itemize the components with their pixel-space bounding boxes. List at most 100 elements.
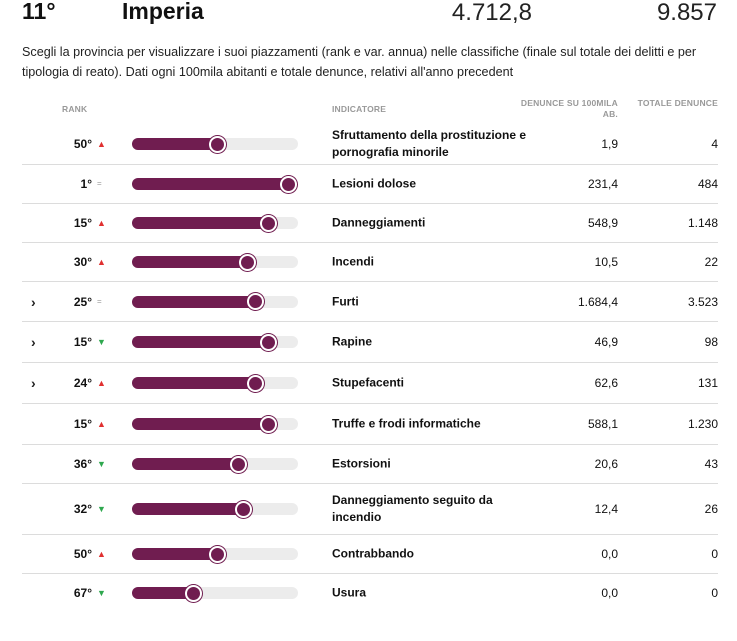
- totale-denunce: 98: [704, 335, 718, 349]
- rank-bar-fill: [132, 138, 217, 150]
- totale-denunce: 22: [704, 255, 718, 269]
- rank-bar: [132, 584, 298, 602]
- row-rank: 25°: [73, 294, 92, 309]
- rank-bar-marker: [260, 214, 278, 232]
- rank-bar-marker: [280, 175, 298, 193]
- row-rank: 50°: [73, 137, 92, 151]
- total-denunce: 9.857: [656, 0, 717, 26]
- table-row: 50° ▲ Contrabbando 0,0 0: [22, 535, 718, 574]
- chevron-right-icon[interactable]: ›: [31, 293, 36, 310]
- rank-bar-fill: [132, 587, 194, 599]
- rank-bar-fill: [132, 503, 244, 515]
- totale-denunce: 1.148: [687, 216, 718, 230]
- arrow-up-icon: ▲: [97, 549, 106, 559]
- row-rank: 50°: [73, 547, 92, 561]
- rank-bar-marker: [208, 135, 226, 153]
- intro-text: Scegli la provincia per visualizzare i s…: [22, 45, 697, 79]
- denunce-per-100k: 588,1: [587, 417, 618, 431]
- chevron-right-icon[interactable]: ›: [31, 334, 36, 350]
- indicator-label: Rapine: [332, 334, 373, 349]
- rank-bar-fill: [132, 458, 239, 470]
- row-rank: 24°: [73, 376, 92, 390]
- chevron-right-icon[interactable]: ›: [31, 375, 36, 391]
- denunce-per-100k: 20,6: [594, 457, 618, 471]
- rank-bar: [132, 253, 298, 271]
- denunce-per-100k: 548,9: [587, 216, 618, 230]
- table-row: 50° ▲ Sfruttamento della prostituzione e p…: [22, 124, 718, 165]
- table-row: 36° ▼ Estorsioni 20,6 43: [22, 445, 718, 484]
- column-header-denunce-100k: DENUNCE SU 100MILA AB.: [520, 98, 618, 119]
- rank-bar: [132, 500, 298, 518]
- indicator-label: Sfruttamento della prostituzione e porno…: [332, 128, 527, 159]
- rank-bar-fill: [132, 295, 255, 308]
- totale-denunce: 43: [704, 457, 718, 471]
- rank-bar: [132, 333, 298, 351]
- table-row: 15° ▲ Truffe e frodi informatiche 588,1 1.23…: [22, 404, 718, 445]
- denunce-per-100k: 12,4: [594, 502, 618, 516]
- indicator-label: Usura: [332, 585, 367, 600]
- table-row: 1° = Lesioni dolose 231,4 484: [22, 165, 718, 204]
- equal-icon: =: [97, 296, 102, 306]
- arrow-down-icon: ▼: [97, 459, 106, 469]
- rank-bar: [132, 455, 298, 473]
- indicator-label: Incendi: [332, 254, 375, 269]
- arrow-up-icon: ▲: [97, 378, 106, 388]
- indicator-label: Danneggiamenti: [332, 215, 426, 230]
- rank-bar-fill: [132, 377, 255, 389]
- equal-icon: =: [97, 179, 102, 188]
- rank-bar: [132, 545, 298, 563]
- row-rank: 30°: [73, 255, 92, 269]
- denunce-per-100k: 1,9: [601, 137, 618, 151]
- total-per-100k: 4.712,8: [451, 0, 532, 26]
- rank-bar: [132, 214, 298, 232]
- arrow-up-icon: ▲: [97, 218, 106, 228]
- row-rank: 67°: [73, 586, 92, 600]
- table-row[interactable]: › 15° ▼ Rapine 46,9 98: [22, 322, 718, 363]
- rank-bar-marker: [260, 333, 278, 351]
- totale-denunce: 3.523: [687, 294, 718, 309]
- rank-bar: [132, 293, 298, 310]
- indicator-label: Danneggiamento seguito da incendio: [332, 493, 493, 524]
- totale-denunce: 4: [711, 137, 718, 151]
- overall-rank: 11°: [22, 0, 56, 24]
- denunce-per-100k: 1.684,4: [577, 294, 618, 309]
- column-header-totale: TOTALE DENUNCE: [637, 98, 718, 108]
- table-row: 67° ▼ Usura 0,0 0: [22, 574, 718, 612]
- province-header: 11° Imperia 4.712,8 9.857: [0, 0, 737, 32]
- arrow-down-icon: ▼: [97, 337, 106, 347]
- row-rank: 15°: [73, 417, 92, 431]
- table-row[interactable]: › 24° ▲ Stupefacenti 62,6 131: [22, 363, 718, 404]
- arrow-up-icon: ▲: [97, 419, 106, 429]
- denunce-per-100k: 0,0: [601, 586, 618, 600]
- row-rank: 36°: [73, 457, 92, 471]
- totale-denunce: 0: [711, 586, 718, 600]
- denunce-per-100k: 10,5: [594, 255, 618, 269]
- rank-bar-fill: [132, 256, 247, 268]
- indicator-label: Lesioni dolose: [332, 176, 417, 191]
- rank-bar-marker: [230, 455, 248, 473]
- rank-bar-fill: [132, 548, 217, 560]
- indicator-label: Furti: [332, 294, 359, 308]
- denunce-per-100k: 0,0: [601, 547, 618, 561]
- indicator-label: Estorsioni: [332, 456, 391, 471]
- table-row: 32° ▼ Danneggiamento seguito da incendio 12…: [22, 484, 718, 535]
- column-header-indicator: INDICATORE: [332, 104, 387, 114]
- province-name[interactable]: Imperia: [122, 0, 204, 24]
- totale-denunce: 0: [711, 547, 718, 561]
- rank-bar-fill: [132, 217, 269, 229]
- column-header-rank: RANK: [62, 104, 88, 114]
- rank-bar-fill: [132, 418, 269, 430]
- totale-denunce: 26: [704, 502, 718, 516]
- rank-bar-marker: [238, 253, 256, 271]
- table-row[interactable]: › 25° = Furti 1.684,4 3.523: [22, 282, 718, 322]
- row-rank: 1°: [80, 177, 92, 191]
- totale-denunce: 1.230: [687, 417, 718, 431]
- rank-bar: [132, 135, 298, 153]
- table-row: 15° ▲ Danneggiamenti 548,9 1.148: [22, 204, 718, 243]
- indicator-label: Truffe e frodi informatiche: [332, 416, 481, 431]
- rank-bar-fill: [132, 178, 289, 190]
- arrow-up-icon: ▲: [97, 139, 106, 149]
- row-rank: 15°: [73, 216, 92, 230]
- denunce-per-100k: 231,4: [587, 177, 618, 191]
- arrow-up-icon: ▲: [97, 257, 106, 267]
